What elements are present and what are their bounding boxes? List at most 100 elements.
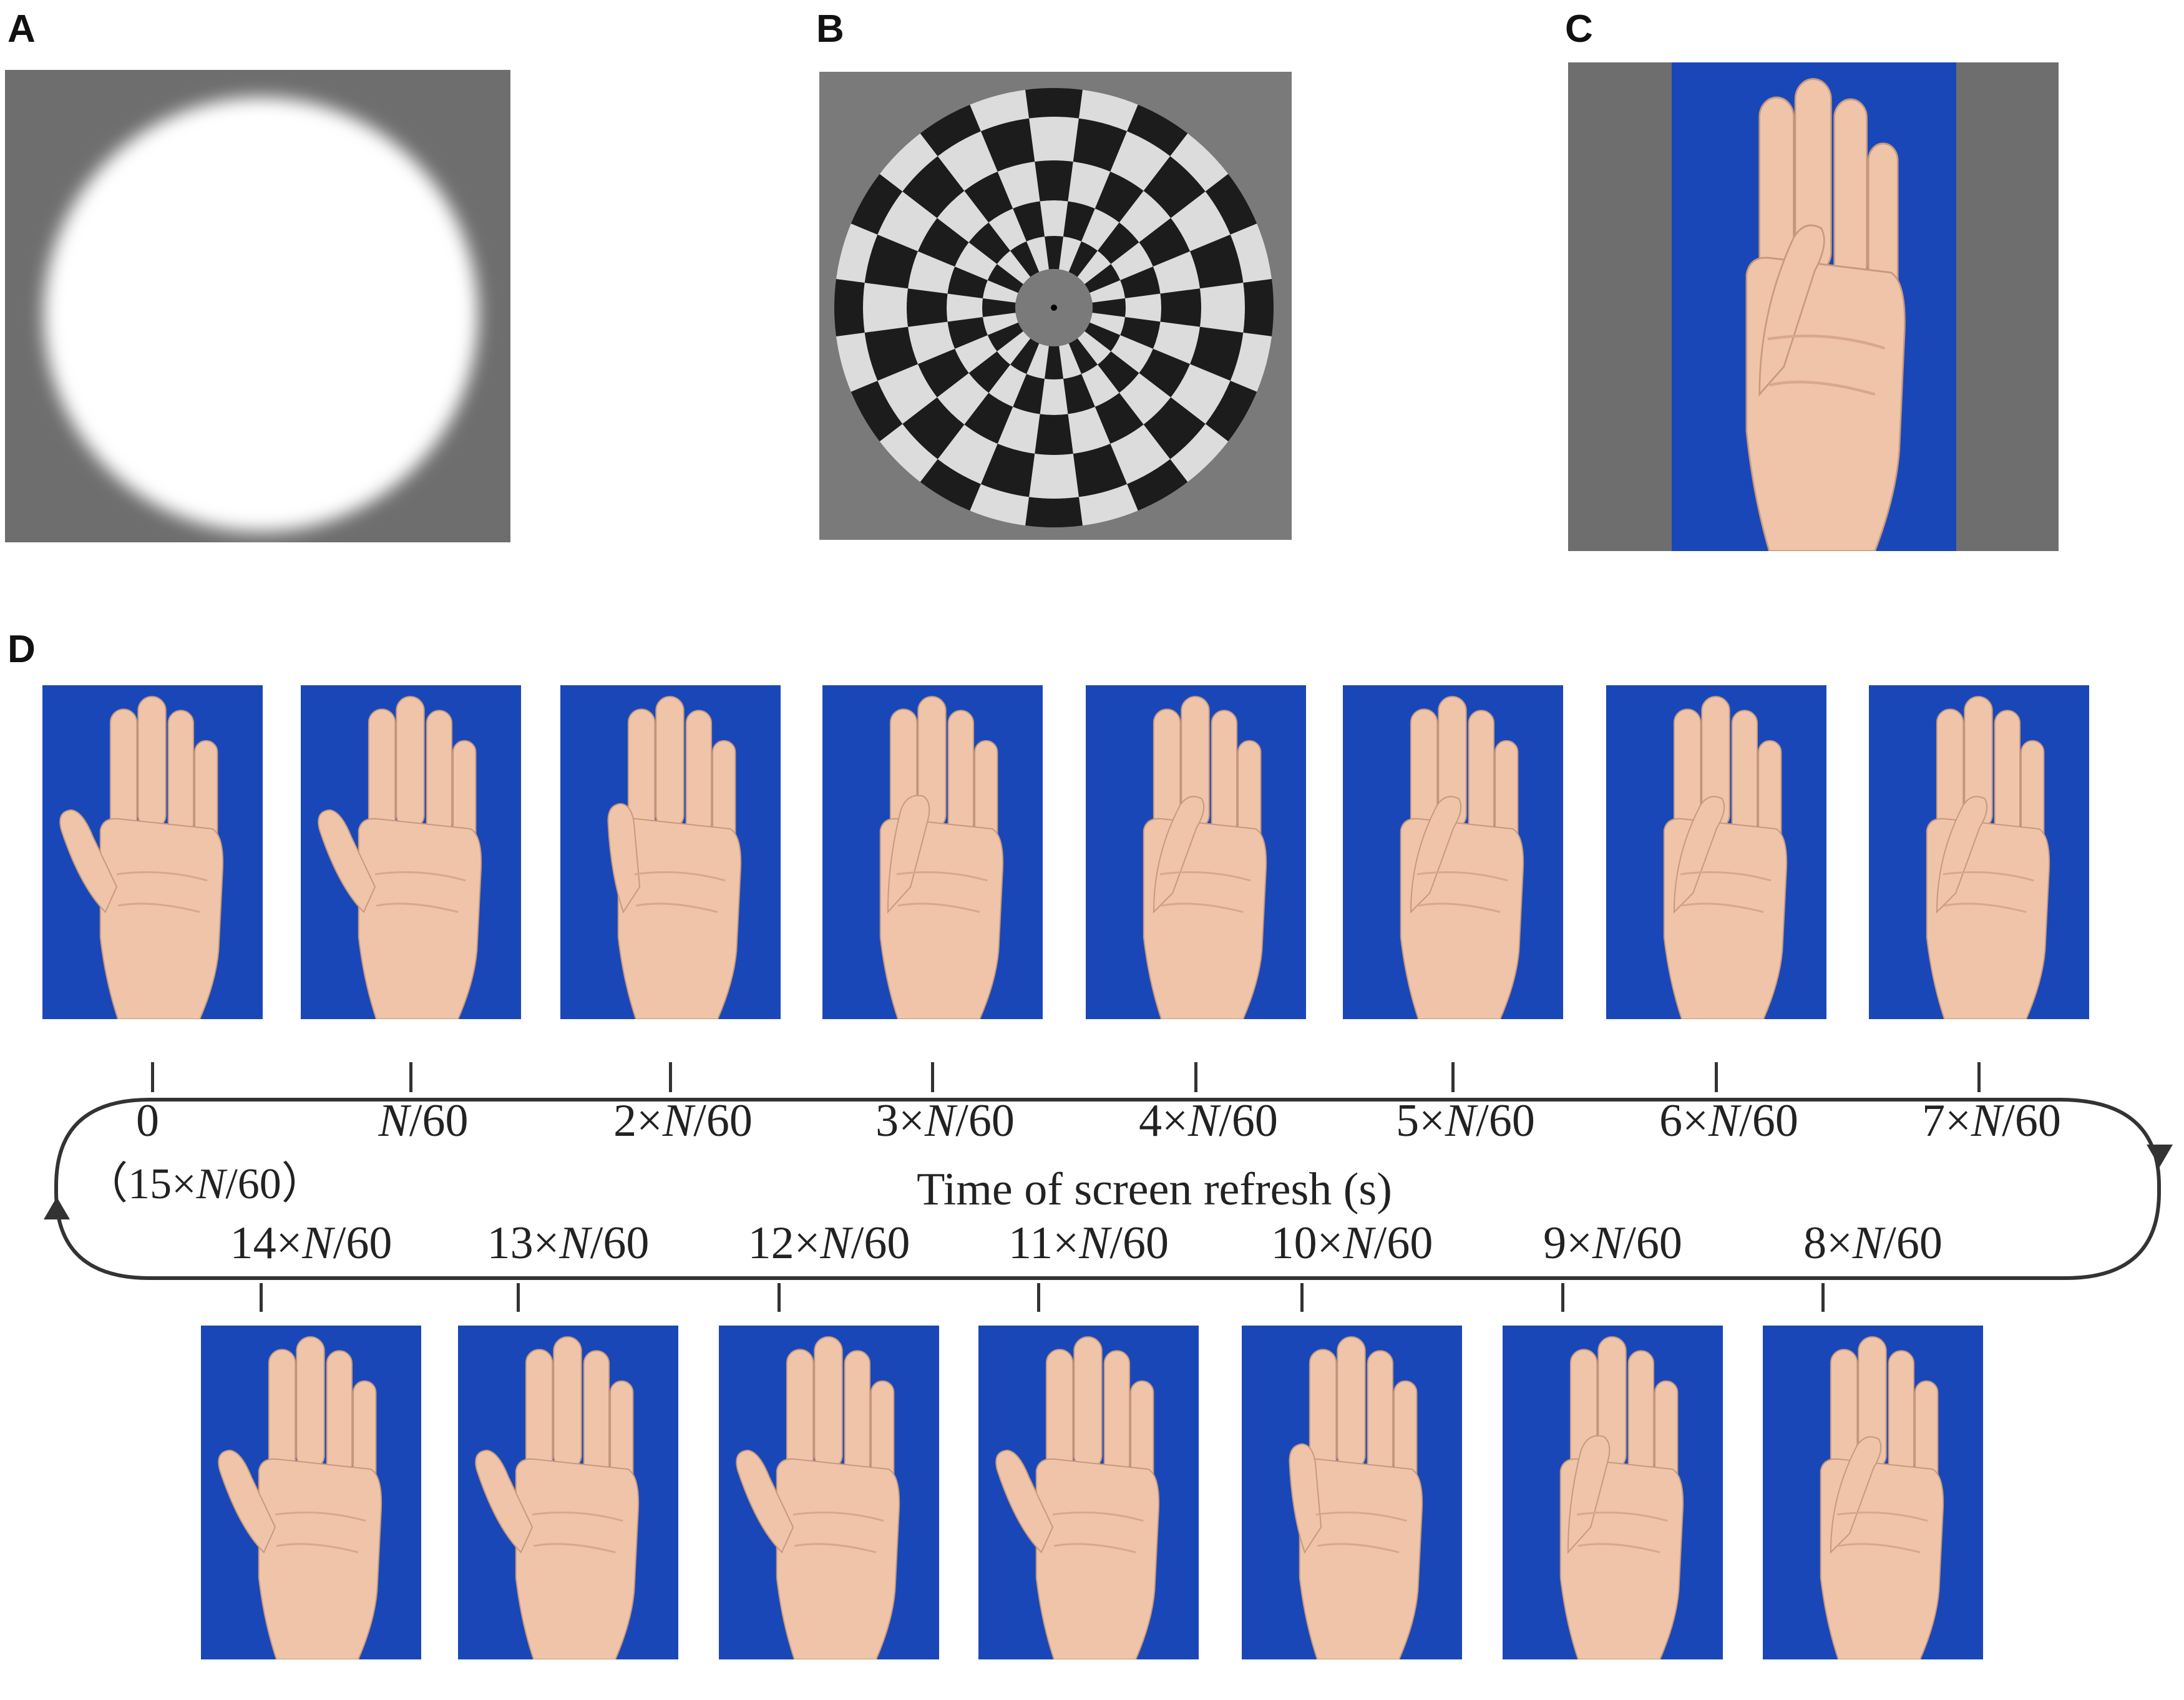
ring-finger — [1211, 710, 1238, 838]
checker-segment — [988, 364, 1026, 407]
index-finger — [1045, 1349, 1074, 1477]
thumb — [218, 1449, 276, 1554]
checker-segment — [1098, 351, 1139, 393]
hand-frame — [42, 685, 263, 1020]
middle-finger — [396, 696, 425, 830]
palm-crease — [1576, 1511, 1668, 1522]
checker-segment — [1059, 236, 1082, 272]
loop-arrow-left — [44, 1197, 70, 1219]
time-label-part: /60 — [1623, 1218, 1682, 1269]
time-label: 13×N/60 — [487, 1218, 650, 1269]
checker-segment — [1040, 379, 1068, 415]
hand-photo — [1672, 62, 1956, 551]
time-label: 6×N/60 — [1659, 1095, 1798, 1146]
time-label-part: N — [1852, 1218, 1886, 1269]
blurred-disk-graphic — [5, 70, 510, 542]
thumb — [887, 794, 930, 914]
checker-segment — [980, 444, 1035, 497]
checker-segment — [1205, 173, 1257, 235]
hand-frame — [1343, 685, 1563, 1020]
checker-segment — [1110, 424, 1171, 484]
checker-segment — [1077, 250, 1111, 285]
hand-frame — [1086, 685, 1306, 1020]
palm-crease — [117, 902, 200, 913]
ring-finger — [1367, 1350, 1394, 1478]
checker-segment — [1063, 374, 1095, 414]
checker-segment — [1170, 133, 1229, 192]
palm-crease — [1577, 1543, 1660, 1553]
palm-crease — [1053, 1543, 1136, 1553]
hand-photo — [978, 1326, 1199, 1661]
checker-segment — [947, 266, 988, 298]
checker-segment — [908, 321, 955, 364]
hand-frame — [978, 1326, 1199, 1661]
checker-segment — [1068, 338, 1098, 374]
checker-segment — [1078, 90, 1138, 132]
checker-segment — [1063, 201, 1095, 242]
palm-crease — [532, 1511, 623, 1522]
palm-crease — [1315, 1511, 1407, 1522]
checkerboard-stimulus — [819, 72, 1292, 540]
checker-segment — [947, 317, 988, 349]
palm-crease — [792, 1511, 884, 1522]
time-label-part: /60 — [693, 1095, 753, 1146]
checker-segment — [1170, 424, 1229, 482]
checker-segment — [1243, 279, 1274, 336]
hand-frame — [1242, 1326, 1462, 1661]
checker-segment — [1139, 218, 1191, 267]
palm-crease — [376, 902, 459, 913]
time-label-part: N — [1078, 1218, 1112, 1269]
palm-crease — [794, 1543, 877, 1553]
checker-segment — [1190, 234, 1244, 289]
thumb — [1758, 224, 1825, 397]
palm — [1035, 1458, 1160, 1661]
thumb — [736, 1449, 794, 1554]
middle-finger — [655, 696, 685, 830]
thumb — [607, 803, 641, 914]
checker-segment — [1010, 241, 1040, 277]
ring-finger — [1833, 98, 1868, 285]
time-label-part: /60 — [1739, 1095, 1798, 1146]
time-label-part: 13× — [487, 1218, 560, 1269]
time-label-part: 10× — [1271, 1218, 1343, 1269]
checker-segment — [1044, 346, 1064, 379]
hand-photo — [1242, 1326, 1462, 1661]
hand-frame — [1763, 1326, 1983, 1661]
time-label-part: /60 — [1883, 1218, 1943, 1269]
panel-label-a: A — [7, 7, 36, 51]
panel-label-d: D — [7, 628, 36, 671]
checker-segment — [836, 332, 878, 392]
blank-disk-stimulus — [5, 70, 510, 542]
time-label-part: /60 — [409, 1095, 469, 1146]
axis-title: Time of screen refresh (s) — [917, 1164, 1392, 1215]
checker-segment — [1090, 280, 1126, 303]
checker-segment — [987, 263, 1023, 293]
checker-segment — [920, 459, 981, 511]
hand-photo — [1086, 685, 1306, 1020]
checker-segment — [1153, 251, 1200, 294]
time-label-part: 11× — [1008, 1218, 1079, 1269]
checker-segment — [1029, 453, 1079, 499]
time-label: 12×N/60 — [748, 1218, 910, 1269]
checker-segment — [1068, 406, 1111, 454]
middle-finger — [137, 696, 167, 830]
index-finger — [786, 1349, 814, 1477]
palm — [617, 818, 742, 1020]
palm-crease — [1681, 902, 1764, 913]
thumb — [475, 1449, 534, 1554]
checker-segment — [970, 484, 1030, 525]
hand-photo — [1343, 685, 1563, 1020]
checker-segment — [1081, 208, 1119, 251]
time-label: N/60 — [378, 1095, 469, 1146]
hand-photo — [1503, 1326, 1723, 1661]
checker-segment — [1073, 118, 1128, 172]
checker-segment — [970, 90, 1030, 132]
checker-segment — [902, 397, 965, 459]
checker-segment — [864, 326, 918, 381]
ring-finger — [167, 710, 195, 838]
palm-crease — [1836, 1511, 1928, 1522]
time-label-part: N — [196, 1160, 228, 1208]
checker-segment — [879, 133, 938, 192]
hand-photo — [458, 1326, 678, 1661]
palm-crease — [1159, 871, 1251, 882]
